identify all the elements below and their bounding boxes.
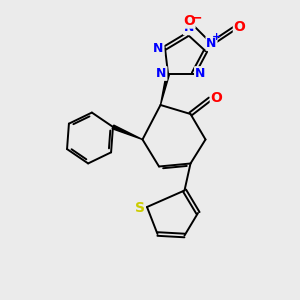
Text: N: N: [184, 21, 194, 34]
Text: S: S: [134, 202, 145, 215]
Text: O: O: [183, 14, 195, 28]
Text: −: −: [191, 10, 202, 24]
Text: N: N: [206, 37, 217, 50]
Text: +: +: [212, 32, 221, 42]
Text: O: O: [211, 91, 223, 104]
Text: N: N: [156, 67, 167, 80]
Text: N: N: [195, 67, 205, 80]
Polygon shape: [160, 73, 169, 105]
Text: N: N: [153, 41, 164, 55]
Polygon shape: [112, 125, 142, 140]
Text: O: O: [233, 20, 245, 34]
